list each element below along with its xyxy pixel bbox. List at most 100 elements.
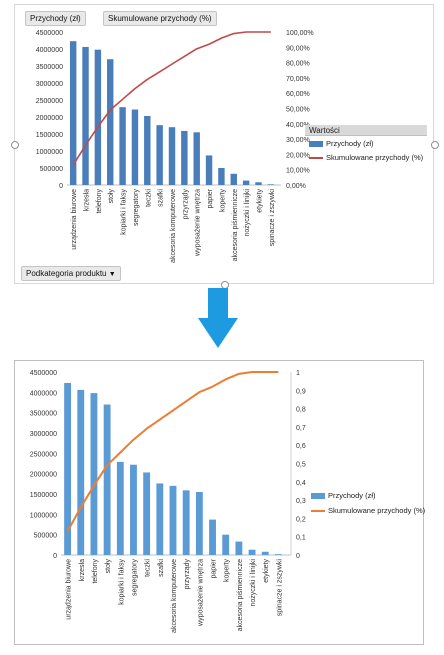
y2-tick-label: 0 bbox=[296, 553, 300, 560]
y2-tick-label: 0,5 bbox=[296, 462, 306, 469]
bottom-chart-panel[interactable]: 0 500000 1000000 1500000 2000000 2500000 30000… bbox=[14, 360, 425, 645]
cumulative-line bbox=[72, 31, 271, 166]
y2-tick-label: 0,9 bbox=[296, 388, 306, 395]
bar bbox=[168, 127, 176, 185]
bar bbox=[103, 404, 111, 555]
bar bbox=[235, 541, 243, 555]
category-label: urządzenia biurowe bbox=[71, 189, 78, 250]
legend-label-cumulative: Skumulowane przychody (%) bbox=[326, 153, 424, 162]
resize-handle-right[interactable] bbox=[431, 141, 439, 149]
category-label: papier bbox=[211, 558, 218, 578]
category-label: nożyczki i linijki bbox=[244, 189, 251, 237]
legend-item-cumulative[interactable]: Skumulowane przychody (%) bbox=[309, 153, 423, 162]
y-tick-label: 3500000 bbox=[36, 64, 63, 71]
bar bbox=[156, 483, 164, 555]
category-label: akcesoria komputerowe bbox=[171, 559, 178, 633]
category-label: etykiety bbox=[256, 189, 263, 213]
bar bbox=[144, 115, 151, 185]
bottom-legend-item-cumulative[interactable]: Skumulowane przychody (%) bbox=[311, 506, 425, 515]
category-label: kopiarki i faksy bbox=[118, 559, 125, 605]
y-tick-label: 4500000 bbox=[30, 370, 57, 377]
field-button-revenue[interactable]: Przychody (zł) bbox=[25, 11, 86, 26]
filter-button-subcategory[interactable]: Podkategoria produktu ▼ bbox=[21, 266, 121, 281]
category-label: stoły bbox=[105, 559, 112, 574]
bar bbox=[69, 41, 77, 186]
category-label: szafki bbox=[158, 559, 165, 577]
category-label: wyposażenie wnętrza bbox=[195, 189, 202, 257]
bar bbox=[143, 472, 151, 555]
category-label: teczki bbox=[145, 189, 152, 207]
category-label: papier bbox=[207, 188, 214, 208]
y2-tick-label: 0,2 bbox=[296, 516, 306, 523]
bar bbox=[169, 485, 177, 555]
bar bbox=[107, 59, 114, 186]
legend-swatch-line bbox=[309, 157, 323, 160]
category-label: spinacze i zszywki bbox=[269, 189, 276, 247]
category-label: koperty bbox=[219, 189, 226, 212]
y-tick-label: 4500000 bbox=[36, 30, 63, 37]
bar bbox=[131, 109, 139, 185]
bar bbox=[193, 132, 200, 185]
y-tick-label: 0 bbox=[59, 183, 63, 190]
legend-label-revenue: Przychody (zł) bbox=[326, 139, 374, 148]
bar bbox=[267, 184, 275, 185]
category-label: przyrządy bbox=[184, 559, 191, 590]
bar bbox=[77, 389, 85, 555]
y2-tick-label: 50,00% bbox=[286, 107, 310, 114]
bar bbox=[205, 155, 213, 185]
bar bbox=[242, 180, 250, 185]
bar bbox=[195, 491, 203, 555]
y-tick-label: 1500000 bbox=[36, 132, 63, 139]
bar bbox=[82, 46, 89, 186]
category-label: urządzenia biurowe bbox=[66, 559, 73, 620]
bar bbox=[156, 125, 163, 185]
y-tick-label: 1000000 bbox=[30, 512, 57, 519]
y2-tick-label: 10,00% bbox=[286, 168, 310, 175]
y2-tick-label: 100,00% bbox=[286, 30, 314, 37]
dropdown-arrow-icon: ▼ bbox=[108, 271, 116, 278]
category-label: krzesła bbox=[79, 559, 86, 581]
bottom-chart-plot: 0 500000 1000000 1500000 2000000 2500000 30000… bbox=[30, 370, 306, 633]
field-button-cumulative[interactable]: Skumulowane przychody (%) bbox=[103, 11, 217, 26]
top-chart-panel[interactable]: Przychody (zł) Skumulowane przychody (%)… bbox=[11, 4, 439, 289]
y-tick-label: 500000 bbox=[40, 166, 63, 173]
bar bbox=[116, 461, 124, 555]
y2-tick-label: 0,00% bbox=[286, 183, 306, 190]
bar bbox=[90, 393, 98, 555]
y-tick-label: 3000000 bbox=[36, 81, 63, 88]
y-tick-label: 1000000 bbox=[36, 149, 63, 156]
y2-tick-label: 90,00% bbox=[286, 45, 310, 52]
y2-tick-label: 0,7 bbox=[296, 425, 306, 432]
y-tick-label: 3500000 bbox=[30, 411, 57, 418]
y2-tick-label: 0,6 bbox=[296, 443, 306, 450]
category-label: nożyczki i linijki bbox=[250, 559, 257, 607]
y-tick-label: 4000000 bbox=[30, 390, 57, 397]
category-label: segregatory bbox=[131, 559, 138, 596]
bar bbox=[181, 130, 188, 185]
bottom-legend-item-revenue[interactable]: Przychody (zł) bbox=[311, 491, 376, 500]
y2-tick-label: 70,00% bbox=[286, 76, 310, 83]
bottom-legend-swatch-line bbox=[311, 510, 325, 513]
bar bbox=[94, 49, 102, 186]
category-label: wyposażenie wnętrza bbox=[197, 559, 204, 627]
category-label: telefony bbox=[96, 189, 103, 214]
legend-swatch-bar bbox=[309, 141, 323, 148]
y2-tick-label: 0,4 bbox=[296, 480, 306, 487]
legend-item-revenue[interactable]: Przychody (zł) bbox=[309, 139, 374, 148]
bar bbox=[255, 182, 262, 185]
y-tick-label: 3000000 bbox=[30, 431, 57, 438]
resize-handle-left[interactable] bbox=[11, 141, 19, 149]
category-label: teczki bbox=[145, 559, 152, 577]
category-label: akcesoria komputerowe bbox=[170, 189, 177, 263]
y2-tick-label: 40,00% bbox=[286, 122, 310, 129]
category-label: akcesoria piśmiennicze bbox=[237, 559, 244, 631]
category-label: etykiety bbox=[263, 559, 270, 583]
bar bbox=[248, 549, 256, 555]
bar bbox=[119, 107, 126, 185]
bar bbox=[130, 464, 137, 555]
y-tick-label: 2000000 bbox=[36, 115, 63, 122]
legend-title: Wartości bbox=[305, 125, 427, 136]
y2-tick-label: 80,00% bbox=[286, 61, 310, 68]
bar bbox=[261, 551, 269, 555]
category-label: akcesoria piśmiennicze bbox=[232, 189, 239, 261]
